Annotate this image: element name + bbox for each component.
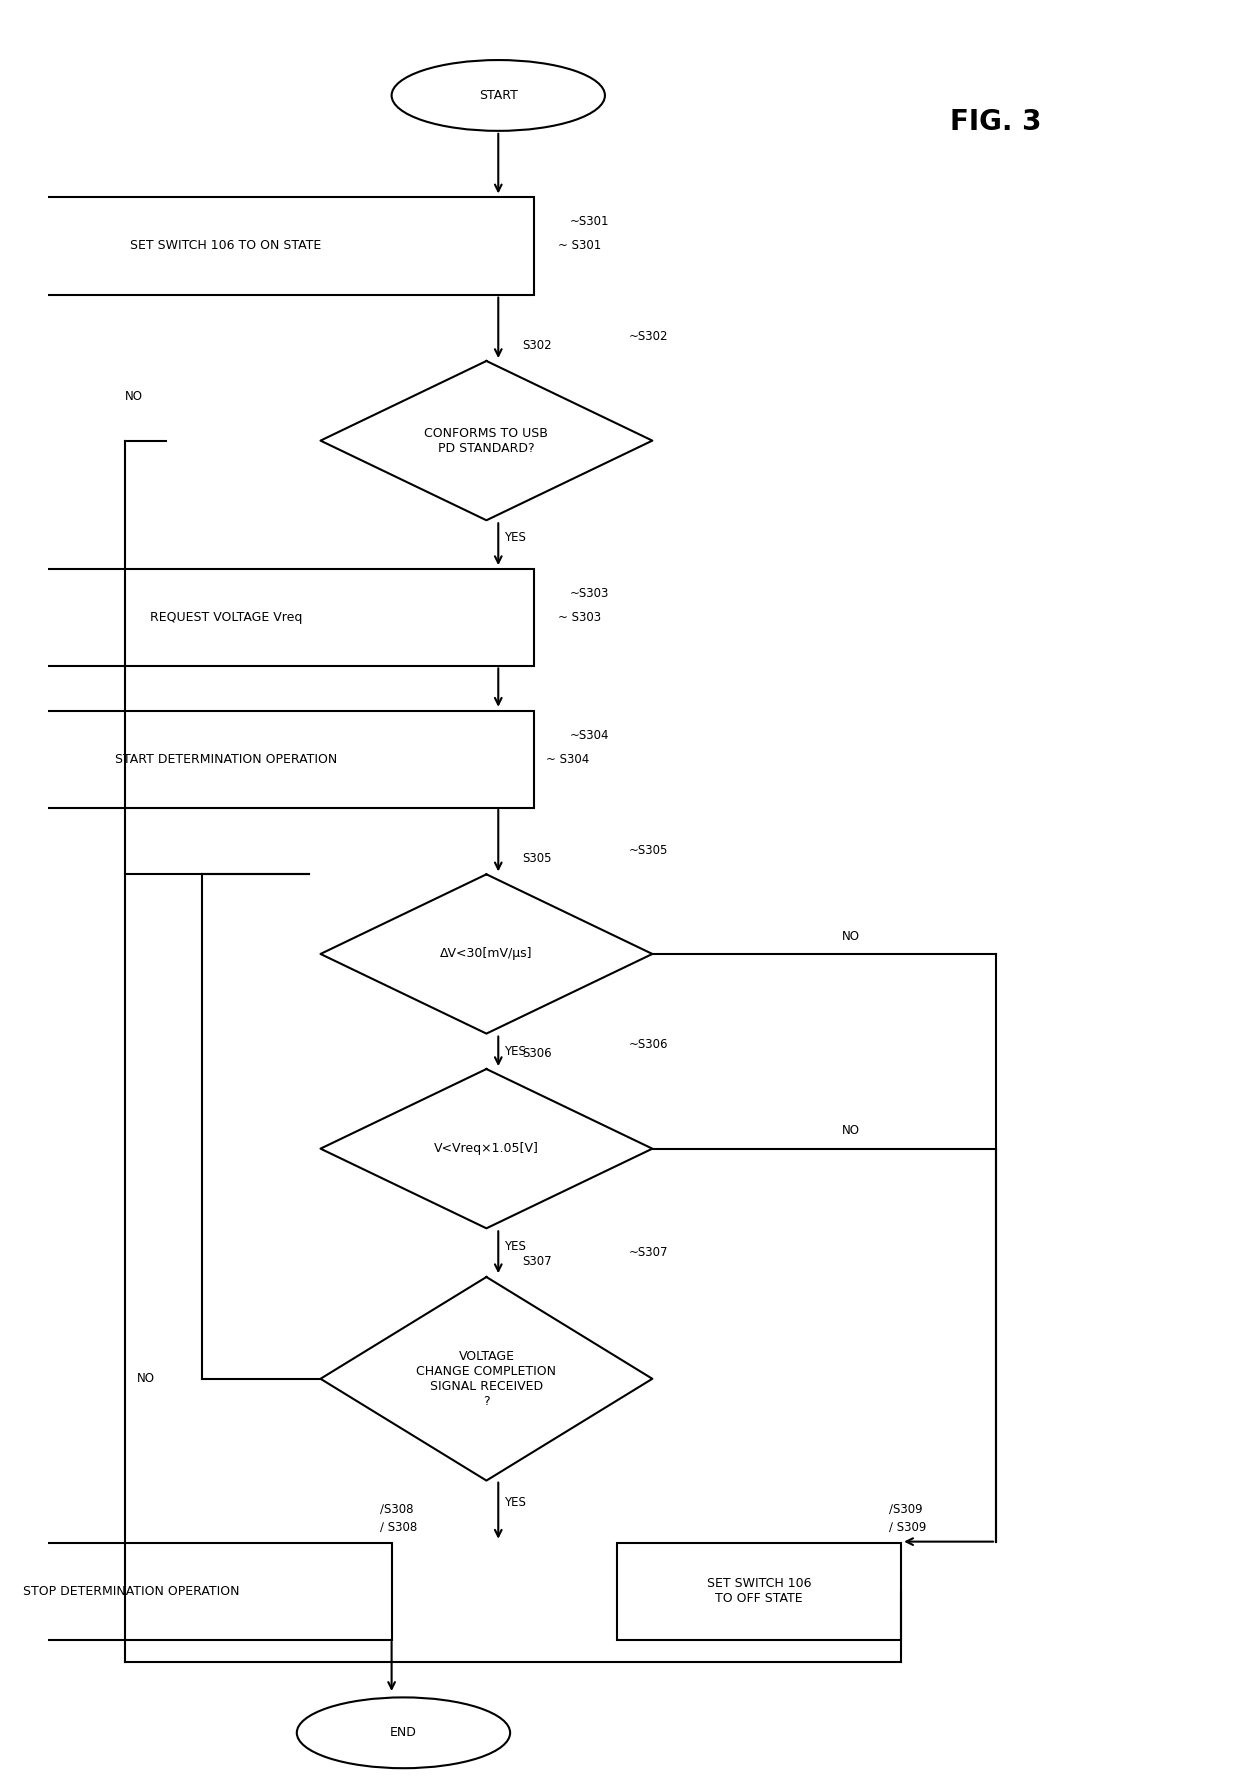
Text: NO: NO — [136, 1372, 155, 1386]
Text: S305: S305 — [522, 853, 552, 865]
Text: ~S307: ~S307 — [629, 1247, 668, 1260]
Text: REQUEST VOLTAGE Vreq: REQUEST VOLTAGE Vreq — [150, 612, 301, 624]
Polygon shape — [320, 360, 652, 521]
Text: ∕ S309: ∕ S309 — [889, 1520, 926, 1534]
Text: ΔV<30[mV/μs]: ΔV<30[mV/μs] — [440, 947, 533, 960]
Text: SET SWITCH 106 TO ON STATE: SET SWITCH 106 TO ON STATE — [130, 239, 321, 252]
Text: ~S305: ~S305 — [629, 844, 668, 856]
Text: YES: YES — [505, 1497, 526, 1509]
FancyBboxPatch shape — [0, 710, 534, 808]
Text: ~S304: ~S304 — [569, 728, 609, 742]
Ellipse shape — [296, 1697, 510, 1768]
Text: ~ S304: ~ S304 — [546, 753, 589, 765]
Text: ~ S301: ~ S301 — [558, 239, 601, 252]
Text: YES: YES — [505, 532, 526, 544]
Text: STOP DETERMINATION OPERATION: STOP DETERMINATION OPERATION — [22, 1584, 239, 1598]
Text: SET SWITCH 106
TO OFF STATE: SET SWITCH 106 TO OFF STATE — [707, 1577, 811, 1606]
Text: ~S302: ~S302 — [629, 330, 668, 343]
FancyBboxPatch shape — [0, 1543, 392, 1639]
Text: ∕ S308: ∕ S308 — [379, 1520, 417, 1534]
Ellipse shape — [392, 61, 605, 130]
Text: ~S306: ~S306 — [629, 1038, 668, 1051]
Text: YES: YES — [505, 1240, 526, 1252]
Text: CONFORMS TO USB
PD STANDARD?: CONFORMS TO USB PD STANDARD? — [424, 426, 548, 455]
FancyBboxPatch shape — [0, 198, 534, 294]
Text: ~S303: ~S303 — [569, 587, 609, 599]
Text: ∕S309: ∕S309 — [889, 1502, 923, 1516]
Text: S302: S302 — [522, 339, 552, 351]
Text: YES: YES — [505, 1045, 526, 1058]
Text: V<Vreq×1.05[V]: V<Vreq×1.05[V] — [434, 1142, 539, 1156]
Text: NO: NO — [842, 1124, 861, 1138]
Text: FIG. 3: FIG. 3 — [950, 109, 1042, 136]
Text: ∕S308: ∕S308 — [379, 1502, 413, 1516]
Polygon shape — [320, 1277, 652, 1481]
Text: START DETERMINATION OPERATION: START DETERMINATION OPERATION — [114, 753, 337, 765]
Text: NO: NO — [842, 929, 861, 942]
Text: NO: NO — [125, 391, 143, 403]
Text: VOLTAGE
CHANGE COMPLETION
SIGNAL RECEIVED
?: VOLTAGE CHANGE COMPLETION SIGNAL RECEIVE… — [417, 1350, 557, 1408]
Text: S307: S307 — [522, 1256, 552, 1268]
FancyBboxPatch shape — [0, 569, 534, 665]
Text: END: END — [391, 1727, 417, 1739]
Text: ~S301: ~S301 — [569, 216, 609, 228]
Polygon shape — [320, 874, 652, 1033]
Text: START: START — [479, 89, 518, 102]
FancyBboxPatch shape — [616, 1543, 901, 1639]
Text: S306: S306 — [522, 1047, 552, 1060]
Polygon shape — [320, 1069, 652, 1229]
Text: ~ S303: ~ S303 — [558, 612, 600, 624]
